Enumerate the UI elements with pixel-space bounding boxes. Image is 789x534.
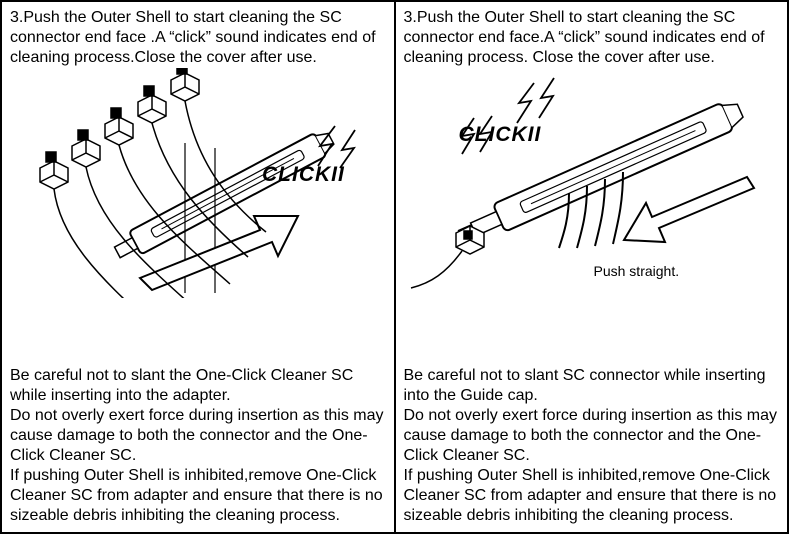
right-bottom-text-content: Be careful not to slant SC connector whi… <box>404 367 778 524</box>
left-bottom-text-content: Be careful not to slant the One-Click Cl… <box>10 367 384 524</box>
left-top-instruction: 3.Push the Outer Shell to start cleaning… <box>10 8 386 68</box>
left-click-label: CLICKII <box>262 163 345 187</box>
right-click-label: CLICKII <box>459 123 542 147</box>
right-bottom-instruction: Be careful not to slant SC connector whi… <box>404 366 780 526</box>
right-push-label: Push straight. <box>594 263 680 279</box>
right-panel: 3.Push the Outer Shell to start cleaning… <box>395 0 789 534</box>
right-top-instruction: 3.Push the Outer Shell to start cleaning… <box>404 8 780 68</box>
right-diagram: CLICKII Push straight. <box>404 68 780 366</box>
left-bottom-instruction: Be careful not to slant the One-Click Cl… <box>10 366 386 526</box>
left-panel: 3.Push the Outer Shell to start cleaning… <box>0 0 395 534</box>
left-diagram: CLICKII <box>10 68 386 366</box>
